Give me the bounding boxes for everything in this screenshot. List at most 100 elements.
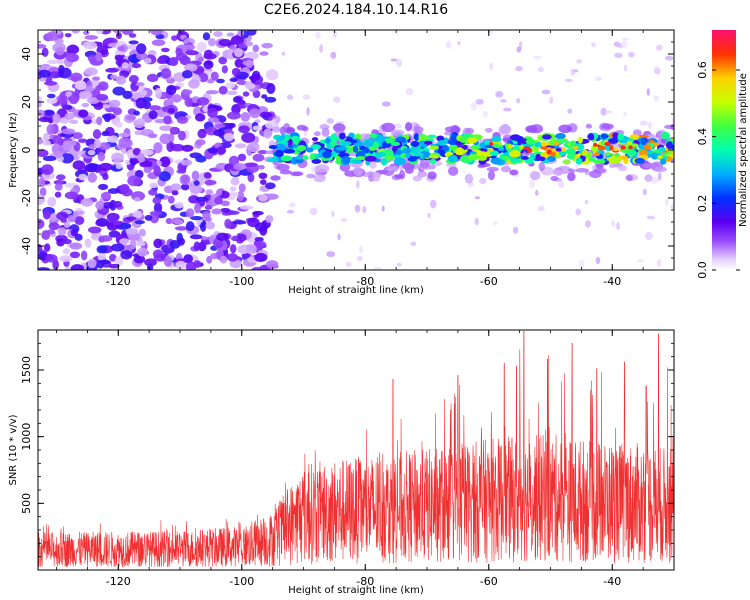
spectrogram-cell: [232, 96, 242, 103]
spectrogram-cell: [623, 112, 627, 117]
spectrogram-cell: [354, 156, 367, 161]
spectrogram-cell: [495, 90, 504, 98]
spectrogram-cell: [128, 33, 137, 38]
spectrogram-cell: [153, 238, 163, 249]
snr-y-axis: 500 1000 1500: [20, 329, 674, 571]
spectrogram-cell: [335, 146, 348, 151]
spectrogram-cell: [257, 149, 268, 155]
spectrogram-cell: [88, 144, 96, 150]
spectrogram-cell: [129, 158, 140, 164]
spectrogram-cell: [442, 144, 450, 152]
spectrogram-cell: [608, 137, 619, 144]
spectrogram-cell: [402, 162, 415, 171]
spectrogram-cell: [254, 236, 264, 242]
spectrogram-cell: [508, 150, 521, 158]
spectrogram-cell: [437, 140, 447, 146]
spectrogram-cell: [53, 179, 65, 185]
spectrogram-cell: [170, 126, 178, 134]
spectrogram-cell: [69, 242, 83, 250]
spectrogram-cell: [225, 82, 235, 89]
spectrogram-cell: [613, 41, 621, 47]
spectrogram-cell: [369, 133, 378, 139]
spectrogram-cell: [490, 157, 502, 165]
spectrogram-cell: [71, 30, 80, 34]
spectrogram-cell: [660, 158, 667, 165]
spectrogram-cell: [155, 34, 165, 40]
spectrogram-cell: [498, 124, 512, 135]
spectrogram-cell: [83, 85, 95, 93]
spectrogram-cell: [575, 168, 589, 173]
spectrogram-cell: [555, 133, 566, 140]
spectrogram-cell: [160, 47, 170, 53]
spectrogram-cell: [81, 102, 90, 108]
spectrogram-cell: [54, 38, 64, 45]
spectrogram-cell: [330, 133, 337, 141]
colorbar-tick-label: 0.6: [696, 61, 709, 79]
spectrogram-cell: [136, 52, 148, 60]
spectrogram-cell: [47, 196, 57, 207]
spectrogram-cell: [156, 57, 166, 65]
spectrogram-cell: [216, 189, 223, 196]
spectrogram-cell: [189, 184, 203, 194]
spectrogram-cell: [160, 68, 172, 79]
spectrogram-cell: [42, 208, 51, 220]
spectrogram-cell: [61, 238, 72, 245]
colorbar-axis: 0.0 0.2 0.4 0.6: [696, 61, 740, 279]
spectrogram-cell: [520, 156, 529, 160]
spectrogram-cell: [575, 163, 579, 169]
spectrogram-cell: [46, 98, 58, 104]
spectrogram-cell: [417, 171, 428, 178]
spectrogram-cell: [149, 210, 162, 216]
spectrogram-cell: [597, 145, 606, 151]
spectrogram-cell: [326, 117, 334, 124]
spectrogram-cell: [665, 141, 673, 150]
spectrogram-cell: [159, 125, 173, 131]
spectrogram-cell: [47, 59, 60, 65]
spectrogram-cell: [264, 96, 277, 103]
spectrogram-cell: [148, 105, 161, 111]
spectrogram-cell: [333, 30, 337, 39]
spectrogram-cell: [277, 136, 284, 142]
spectrogram-cell: [309, 207, 318, 216]
spectrogram-cell: [153, 253, 168, 262]
spectrogram-cell: [394, 123, 402, 129]
spectrogram-cell: [258, 194, 268, 202]
spectrogram-cell: [526, 148, 533, 153]
spectrogram-cell: [108, 263, 120, 269]
spectrogram-cell: [221, 65, 228, 74]
spectrogram-cell: [670, 203, 674, 210]
spectrogram-cell: [260, 179, 267, 185]
y-tick-label: -20: [20, 189, 33, 207]
spectrogram-cell: [656, 44, 663, 51]
spectrogram-cell: [193, 241, 201, 251]
spectrogram-cell: [449, 143, 458, 151]
spectrogram-cell: [503, 107, 512, 112]
spectrogram-cell: [110, 74, 118, 80]
spectrogram-cell: [199, 221, 207, 232]
spectrogram-cell: [87, 97, 100, 105]
y-tick-label: 500: [20, 493, 33, 514]
spectrogram-cell: [59, 255, 73, 262]
spectrogram-cell: [87, 163, 98, 173]
spectrogram-cell: [68, 94, 79, 105]
spectrogram-cell: [150, 30, 163, 36]
spectrogram-cell: [112, 30, 123, 34]
spectrogram-cell: [654, 66, 659, 72]
spectrogram-cell: [128, 75, 139, 83]
spectrogram-cell: [216, 78, 225, 84]
spectrogram-cell: [211, 208, 223, 215]
y-tick-label: 1500: [20, 356, 33, 384]
spectrogram-cells: [38, 30, 674, 270]
spectrogram-cell: [444, 126, 459, 133]
spectrogram-cell: [657, 155, 664, 160]
spectrogram-cell: [306, 106, 310, 116]
spectrogram-cell: [48, 222, 60, 231]
spectrogram-cell: [516, 97, 521, 104]
spectrogram-cell: [52, 113, 61, 124]
spectrogram-cell: [424, 140, 433, 145]
spectrogram-cell: [171, 35, 178, 41]
spectrogram-cell: [102, 202, 115, 209]
spectrogram-cell: [92, 76, 101, 81]
spectrogram-cell: [286, 94, 294, 100]
